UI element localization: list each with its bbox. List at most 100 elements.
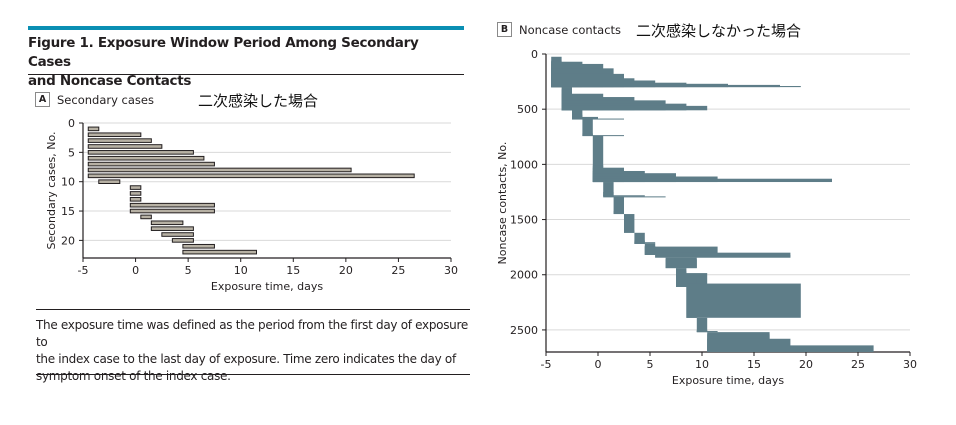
chart-a-exposure-bar: [182, 243, 215, 249]
panel-b-label: B Noncase contacts: [497, 22, 621, 37]
figure-title-rule: [28, 74, 464, 75]
panel-b-annotation: 二次感染しなかった場合: [636, 22, 802, 40]
figure-title-line-1: Figure 1. Exposure Window Period Among S…: [28, 35, 419, 70]
chart-a-x-tick-label: 0: [132, 264, 139, 277]
chart-b-exposure-step: [686, 283, 801, 318]
chart-a-x-tick-label: 25: [391, 264, 405, 277]
chart-a-y-tick-label: 0: [68, 117, 75, 130]
chart-b-exposure-block: [696, 317, 708, 333]
chart-a-y-axis-label: Secondary cases, No.: [45, 131, 58, 249]
chart-b-x-tick-label: 0: [595, 358, 602, 371]
figure-title: Figure 1. Exposure Window Period Among S…: [28, 34, 464, 91]
panel-a-annotation: 二次感染した場合: [198, 92, 319, 110]
chart-b-exposure-block: [624, 214, 635, 233]
chart-a-x-tick-label: 5: [185, 264, 192, 277]
chart-b-exposure-block: [613, 196, 624, 215]
chart-b-exposure-step: [665, 259, 697, 269]
chart-b-x-tick-label: 15: [747, 358, 761, 371]
chart-a-y-tick-label: 15: [61, 205, 75, 218]
chart-b-exposure-step: [603, 195, 645, 197]
chart-a-exposure-bar: [150, 220, 184, 226]
caption-bottom-rule: [36, 374, 470, 375]
figure-top-accent-rule: [28, 26, 464, 30]
chart-a-x-axis-label: Exposure time, days: [211, 280, 323, 293]
chart-a-exposure-bar: [87, 126, 100, 132]
chart-a-exposure-bar: [129, 208, 215, 214]
chart-a-exposure-bar: [98, 179, 121, 184]
chart-b-exposure-step: [582, 133, 593, 136]
chart-b-exposure-step: [551, 84, 780, 88]
chart-a-exposure-bar: [171, 238, 194, 243]
chart-a-exposure-bar: [129, 185, 142, 190]
chart-a-exposure-bar: [161, 232, 194, 237]
chart-a-x-tick-label: 30: [444, 264, 458, 277]
figure-title-line-2: and Noncase Contacts: [28, 73, 192, 89]
chart-b-exposure-step: [696, 331, 718, 333]
chart-a-x-tick-label: 15: [286, 264, 300, 277]
chart-a-x-tick-label: 10: [234, 264, 248, 277]
chart-a-exposure-bar: [87, 132, 142, 138]
chart-a-y-tick-label: 5: [68, 146, 75, 159]
chart-b-exposure-step: [655, 252, 791, 258]
chart-a-exposure-bar: [129, 197, 142, 202]
chart-b-y-tick-label: 1500: [510, 214, 538, 227]
chart-b-y-tick-label: 500: [517, 103, 538, 116]
chart-a-exposure-bar: [87, 150, 194, 155]
chart-b-x-axis-label: Exposure time, days: [672, 374, 784, 387]
chart-a-exposure-bar: [87, 155, 205, 161]
chart-a-x-tick-label: 20: [339, 264, 353, 277]
chart-b-x-tick-label: 25: [851, 358, 865, 371]
chart-b-exposure-block: [634, 232, 645, 244]
chart-b-exposure-block: [603, 182, 614, 197]
chart-a-y-tick-label: 20: [61, 234, 75, 247]
chart-b-exposure-step: [707, 345, 874, 352]
chart-b-x-tick-label: 20: [799, 358, 813, 371]
panel-a-title: Secondary cases: [57, 92, 154, 107]
figure-caption: The exposure time was defined as the per…: [36, 317, 470, 385]
caption-line-2: the index case to the last day of exposu…: [36, 352, 456, 366]
chart-b-exposure-step: [644, 246, 718, 255]
chart-a-exposure-bar: [140, 214, 152, 220]
chart-a-exposure-bar: [129, 191, 142, 196]
chart-b-y-axis-label: Noncase contacts, No.: [496, 142, 509, 265]
chart-b-exposure-step: [634, 242, 656, 244]
chart-b-exposure-step: [561, 105, 708, 111]
chart-b-exposure-step: [572, 118, 624, 120]
chart-b-exposure-step: [551, 86, 801, 88]
chart-b-exposure-step: [624, 230, 635, 233]
chart-b-y-tick-label: 2000: [510, 269, 538, 282]
panel-a-label: A Secondary cases: [35, 92, 154, 107]
panel-b-letter-badge: B: [497, 22, 512, 37]
chart-b-exposure-step: [572, 116, 598, 120]
caption-top-rule: [36, 309, 470, 310]
panel-b-title: Noncase contacts: [519, 22, 622, 37]
caption-line-3: symptom onset of the index case.: [36, 369, 231, 383]
panel-a-letter-badge: A: [35, 92, 50, 107]
chart-a-x-tick-label: -5: [78, 264, 89, 277]
chart-a-exposure-bar: [87, 167, 352, 173]
chart-b-exposure-step: [613, 210, 624, 215]
chart-b-exposure-step: [603, 191, 614, 197]
chart-a-exposure-bar: [87, 161, 215, 167]
chart-b-y-tick-label: 2500: [510, 324, 538, 337]
chart-b-x-tick-label: 5: [647, 358, 654, 371]
chart-b-exposure-block: [592, 135, 604, 183]
chart-a-exposure-bar: [182, 249, 257, 255]
chart-a-y-tick-label: 10: [61, 176, 75, 189]
chart-b-x-tick-label: 30: [903, 358, 917, 371]
chart-b-exposure-block: [582, 119, 593, 136]
chart-b-exposure-step: [603, 196, 666, 198]
chart-a-exposure-bar: [129, 202, 215, 208]
chart-a-exposure-bar: [150, 226, 194, 231]
chart-b-x-tick-label: 10: [695, 358, 709, 371]
chart-b-exposure-step: [592, 178, 832, 183]
caption-line-1: The exposure time was defined as the per…: [36, 318, 468, 349]
chart-a-exposure-bar: [87, 138, 152, 143]
chart-b-y-tick-label: 1000: [510, 158, 538, 171]
chart-b-exposure-step: [582, 135, 624, 137]
chart-b-y-tick-label: 0: [531, 48, 538, 61]
chart-b-x-tick-label: -5: [541, 358, 552, 371]
chart-a-exposure-bar: [87, 144, 163, 149]
